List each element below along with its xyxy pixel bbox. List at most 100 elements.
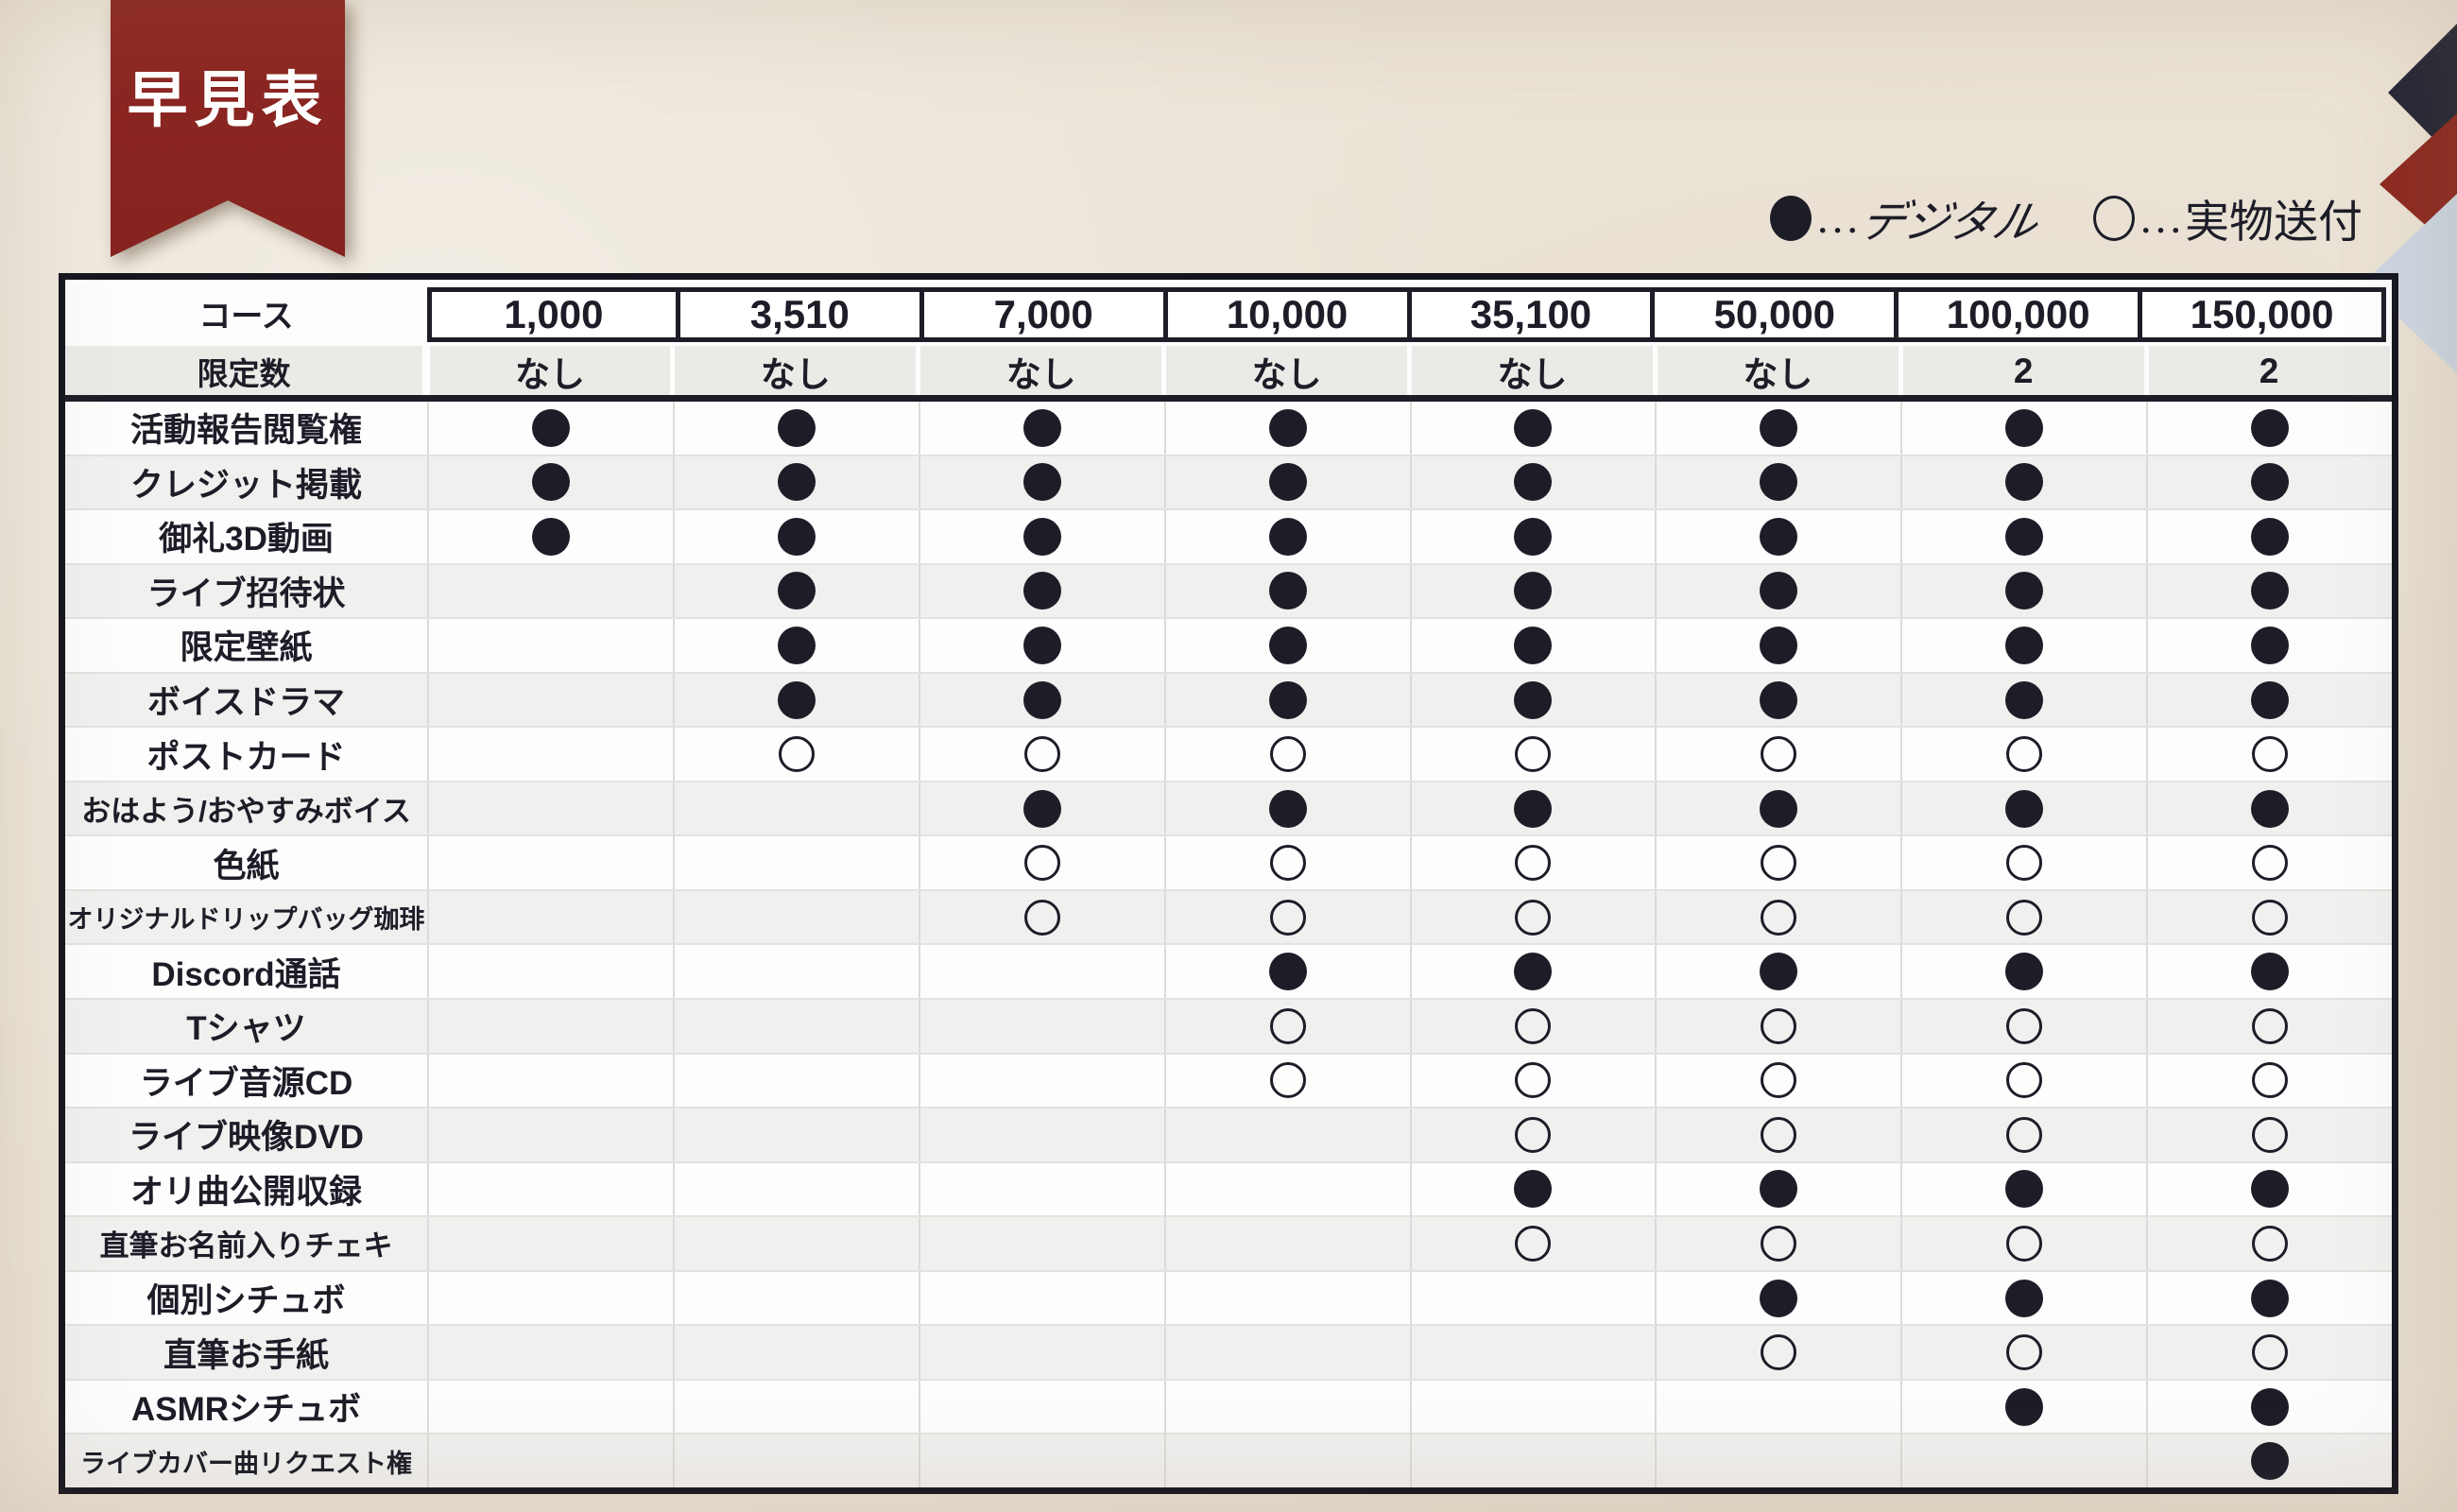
- table-cell: [1409, 890, 1656, 944]
- filled-dot-icon: [2251, 1387, 2290, 1426]
- filled-dot-icon: [777, 680, 816, 719]
- table-cell: [427, 1435, 673, 1487]
- table-cell: [1900, 510, 2146, 563]
- table-row: 限定壁紙: [65, 617, 2392, 672]
- pricing-table: コース 1,000 3,510 7,000 10,000 35,100 50,000 100…: [59, 273, 2398, 1494]
- table-cell: [2146, 728, 2392, 781]
- table-cell: [2146, 836, 2392, 889]
- table-cell: [1655, 673, 1900, 727]
- table-cell: [2146, 564, 2392, 618]
- price-column-header: 100,000: [1894, 292, 2138, 337]
- filled-circle-icon: [1769, 195, 1812, 241]
- price-column-header: 50,000: [1650, 292, 1894, 337]
- table-cell: [2146, 890, 2392, 944]
- filled-dot-icon: [2005, 1387, 2044, 1426]
- filled-dot-icon: [1760, 1279, 1798, 1317]
- open-dot-icon: [2252, 1062, 2289, 1099]
- table-row: 個別シチュボ: [65, 1269, 2392, 1325]
- course-header-cell: コース: [198, 298, 294, 335]
- table-cell: [1409, 1326, 1656, 1379]
- table-cell: [1900, 673, 2146, 727]
- corner-stripe-navy: [2388, 24, 2457, 163]
- filled-dot-icon: [777, 408, 816, 447]
- open-dot-icon: [2006, 845, 2043, 882]
- open-dot-icon: [2252, 1007, 2289, 1044]
- filled-dot-icon: [777, 517, 816, 556]
- table-cell: [1409, 1108, 1656, 1161]
- filled-dot-icon: [2005, 517, 2044, 556]
- filled-dot-icon: [1514, 953, 1553, 991]
- table-cell: [918, 836, 1164, 889]
- table-cell: [1655, 782, 1900, 835]
- table-cell: [2146, 1380, 2392, 1434]
- legend-item-physical: … 実物送付: [2093, 185, 2362, 250]
- filled-dot-icon: [2251, 1442, 2290, 1481]
- table-cell: [427, 619, 673, 672]
- filled-dot-icon: [1268, 408, 1307, 447]
- table-cell: [918, 945, 1164, 999]
- price-header-strip: 1,000 3,510 7,000 10,000 35,100 50,000 100,000…: [427, 287, 2386, 342]
- row-label: Tシャツ: [186, 1010, 306, 1048]
- table-cell: [1163, 945, 1410, 999]
- table-cell: [2146, 619, 2392, 672]
- filled-dot-icon: [2005, 789, 2044, 828]
- table-row: ポストカード: [65, 726, 2392, 781]
- table-cell: [1655, 890, 1900, 944]
- open-dot-icon: [1761, 1116, 1797, 1153]
- table-cell: [1655, 1217, 1900, 1270]
- table-cell: [1655, 564, 1900, 618]
- table-cell: [427, 890, 673, 944]
- open-dot-icon: [2006, 736, 2043, 773]
- limit-cell: なし: [429, 346, 671, 397]
- table-row: 活動報告閲覧権: [65, 402, 2392, 455]
- table-cell: [1900, 564, 2146, 618]
- table-cell: [1163, 1054, 1410, 1108]
- filled-dot-icon: [777, 572, 816, 610]
- open-dot-icon: [1515, 1116, 1552, 1153]
- limit-cell: なし: [1166, 346, 1407, 397]
- filled-dot-icon: [1760, 408, 1798, 447]
- table-cell: [2146, 782, 2392, 835]
- price-column-header: 1,000: [504, 292, 604, 336]
- filled-dot-icon: [2251, 572, 2290, 610]
- filled-dot-icon: [1760, 953, 1798, 991]
- filled-dot-icon: [1514, 1170, 1553, 1209]
- table-cell: [2146, 1162, 2392, 1216]
- table-cell: [918, 1271, 1164, 1325]
- filled-dot-icon: [1268, 463, 1307, 502]
- row-label: 御礼3D動画: [159, 521, 334, 558]
- legend-ellipsis: …: [1814, 193, 1862, 243]
- filled-dot-icon: [1022, 789, 1061, 828]
- table-cell: [672, 1054, 919, 1108]
- table-cell: [918, 564, 1164, 618]
- limit-cell: 2: [1902, 346, 2144, 397]
- open-dot-icon: [778, 736, 815, 773]
- table-row: 直筆お名前入りチェキ: [65, 1215, 2392, 1270]
- table-cell: [1655, 1108, 1900, 1161]
- table-cell: [672, 782, 919, 835]
- table-cell: [672, 1000, 919, 1053]
- table-cell: [1163, 728, 1410, 781]
- price-column-header: 10,000: [1162, 292, 1407, 337]
- table-cell: [1163, 402, 1410, 455]
- table-cell: [672, 1380, 919, 1434]
- table-cell: [1409, 1054, 1656, 1108]
- limit-header-cell: 限定数: [65, 346, 422, 397]
- table-cell: [1900, 1435, 2146, 1487]
- filled-dot-icon: [2005, 626, 2044, 664]
- table-cell: [1655, 510, 1900, 563]
- table-cell: [1900, 1108, 2146, 1161]
- open-dot-icon: [1023, 736, 1060, 773]
- table-cell: [1163, 1217, 1410, 1270]
- filled-dot-icon: [531, 408, 570, 447]
- open-dot-icon: [2006, 1334, 2043, 1371]
- table-cell: [2146, 1217, 2392, 1270]
- table-cell: [1409, 402, 1656, 455]
- table-cell: [1163, 510, 1410, 563]
- filled-dot-icon: [2251, 953, 2290, 991]
- table-cell: [1409, 619, 1656, 672]
- table-cell: [1655, 1162, 1900, 1216]
- table-cell: [1409, 1271, 1656, 1325]
- filled-dot-icon: [1514, 789, 1553, 828]
- limit-cell: なし: [1412, 346, 1653, 397]
